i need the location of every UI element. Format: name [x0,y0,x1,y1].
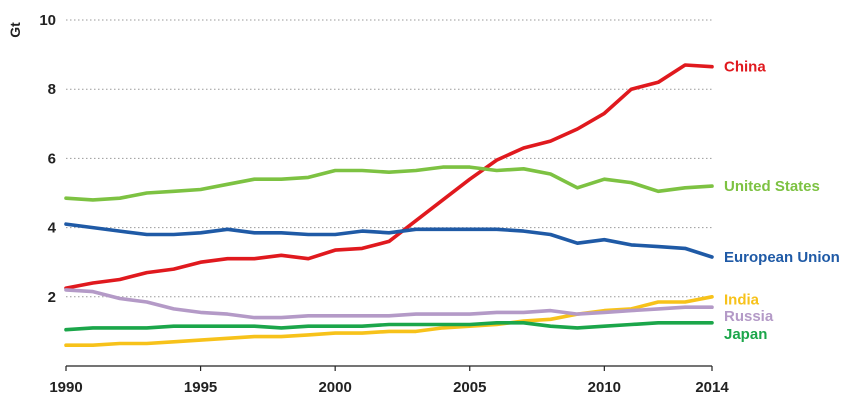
y-tick-label: 10 [39,12,56,29]
y-tick-label: 8 [48,81,56,98]
series-label-india: India [724,292,760,309]
series-label-japan: Japan [724,326,767,343]
y-tick-label: 4 [48,220,57,237]
series-label-russia: Russia [724,308,774,325]
series-line-india [64,295,714,347]
y-tick-label: 6 [48,150,56,167]
y-tick-label: 2 [48,289,56,306]
x-tick-label: 2000 [318,379,351,396]
series-label-china: China [724,59,766,76]
series-labels: China United States European Union IndiaRus… [724,59,840,343]
x-tick-label: 2010 [588,379,621,396]
tick-labels: 2 4 6 8 10 1990 1995 2000 2005 2010 2014 [39,12,729,396]
series-label-united-states: United States [724,178,820,195]
x-tick-label: 2005 [453,379,486,396]
series-lines [64,63,714,347]
x-tick-label: 1995 [184,379,217,396]
series-line-russia [64,288,714,320]
x-tick-label: 2014 [695,379,729,396]
y-axis-title: Gt [7,22,23,38]
series-line-european-union [64,222,714,259]
grid-lines [66,19,712,298]
series-line-united-states [64,165,714,202]
x-tick-label: 1990 [49,379,82,396]
series-line-china [64,63,714,290]
series-label-european-union: European Union [724,249,840,266]
series-line-japan [64,321,714,332]
